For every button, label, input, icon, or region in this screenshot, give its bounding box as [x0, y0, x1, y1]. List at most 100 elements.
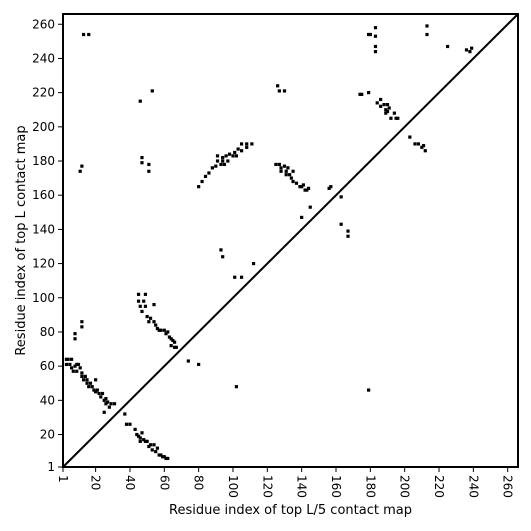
contact-point [215, 159, 220, 163]
y-tick-label: 140 [32, 222, 55, 236]
contact-point [279, 169, 283, 173]
contact-point [106, 400, 110, 404]
contact-point [155, 326, 160, 331]
contact-point [102, 398, 106, 402]
contact-point [124, 422, 129, 426]
contact-point [138, 436, 142, 440]
y-tick-label: 40 [40, 393, 55, 407]
contact-point [143, 304, 148, 308]
contact-point [373, 50, 378, 54]
contact-point [64, 362, 69, 367]
y-tick-label: 80 [40, 325, 55, 339]
contact-point [136, 299, 141, 303]
x-tick-label: 200 [398, 475, 412, 498]
contact-point [239, 275, 244, 279]
contact-point [143, 292, 148, 296]
contact-point [169, 344, 173, 348]
contact-point [384, 111, 388, 115]
x-tick-label: 220 [432, 475, 446, 498]
contact-point [80, 374, 84, 378]
y-tick-label: 200 [32, 120, 55, 134]
contact-point [379, 104, 383, 108]
contact-point [164, 456, 168, 461]
contact-point [385, 103, 390, 107]
contact-point [167, 335, 172, 339]
contact-point [90, 385, 94, 389]
contact-point [245, 145, 249, 149]
contact-point [160, 455, 165, 459]
contact-point [358, 92, 362, 96]
contact-point [80, 320, 84, 324]
contact-point [282, 89, 287, 93]
y-tick-label: 20 [40, 428, 55, 442]
contact-point [470, 46, 474, 50]
x-tick-label: 140 [295, 475, 309, 498]
contact-point [69, 366, 74, 370]
contact-point [446, 44, 450, 49]
contact-point [464, 48, 469, 52]
contact-point [277, 89, 281, 93]
contact-point [274, 162, 278, 167]
contact-point [109, 402, 113, 406]
contact-point [123, 412, 127, 416]
contact-point [148, 443, 153, 447]
contact-point [155, 446, 160, 450]
contact-point [215, 154, 220, 158]
contact-point [148, 316, 153, 320]
contact-point [368, 32, 372, 37]
y-tick-label: 160 [32, 188, 55, 202]
contact-point [73, 337, 77, 341]
contact-point [152, 303, 156, 307]
contact-point [291, 169, 295, 173]
x-tick-label: 40 [123, 475, 137, 490]
contact-point [214, 164, 218, 168]
y-tick-label: 240 [32, 51, 55, 65]
contact-point [87, 385, 91, 389]
x-tick-label: 180 [363, 475, 377, 498]
contact-point [239, 142, 244, 146]
contact-point [284, 169, 288, 173]
contact-point [219, 162, 223, 167]
contact-point [94, 378, 98, 382]
contact-point [306, 186, 311, 190]
contact-point [140, 161, 144, 165]
y-tick-label: 60 [40, 359, 55, 373]
contact-point [282, 164, 287, 168]
contact-point [169, 337, 173, 341]
contact-point [82, 32, 86, 37]
contact-point [367, 32, 371, 37]
contact-point [85, 381, 89, 385]
contact-point [219, 248, 223, 252]
contact-point [387, 106, 391, 110]
contact-point [360, 92, 364, 96]
contact-point [87, 32, 91, 37]
contact-point [138, 99, 142, 103]
contact-point [73, 364, 77, 368]
contact-point [80, 325, 84, 329]
contact-point [154, 450, 158, 454]
contact-point [76, 362, 81, 367]
contact-point [136, 292, 141, 296]
contact-point [468, 50, 472, 54]
contact-point [95, 388, 99, 392]
contact-point [164, 332, 168, 336]
contact-point [150, 89, 154, 93]
contact-point [227, 152, 232, 156]
contact-point [373, 34, 378, 38]
contact-point [104, 402, 108, 406]
contact-point [143, 439, 148, 443]
contact-point [288, 173, 292, 177]
contact-point [303, 188, 307, 192]
contact-point [152, 443, 156, 447]
contact-point [416, 142, 421, 146]
contact-point [64, 357, 69, 361]
contact-point [301, 183, 305, 187]
contact-point [97, 391, 101, 396]
contact-point [145, 439, 149, 443]
contact-point [68, 362, 72, 367]
contact-point [339, 222, 343, 226]
contact-points [64, 24, 474, 461]
contact-point [157, 328, 161, 332]
contact-point [286, 166, 290, 170]
contact-point [157, 453, 161, 457]
